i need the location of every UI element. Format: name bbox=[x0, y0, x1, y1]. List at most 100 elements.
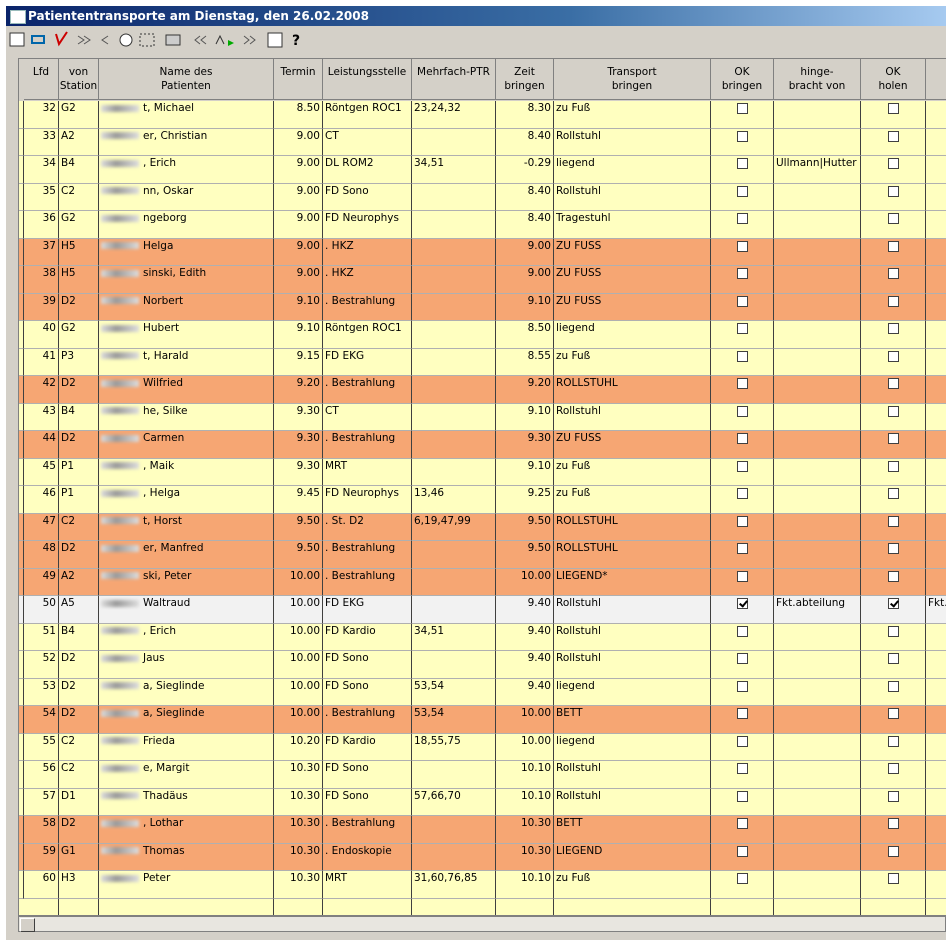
checkbox[interactable] bbox=[887, 185, 899, 197]
checkbox[interactable] bbox=[887, 158, 899, 169]
checkbox[interactable] bbox=[887, 763, 899, 774]
table-cell bbox=[774, 458, 861, 486]
checkbox[interactable] bbox=[736, 323, 748, 334]
table-cell: ROLLSTUHL bbox=[554, 541, 711, 569]
tool-help[interactable]: ? bbox=[292, 33, 300, 49]
checkbox[interactable] bbox=[887, 350, 899, 362]
tool-back[interactable] bbox=[101, 35, 109, 45]
tool-go[interactable] bbox=[228, 40, 234, 46]
checkbox[interactable] bbox=[736, 873, 748, 884]
checkbox[interactable] bbox=[887, 625, 899, 637]
checkbox[interactable] bbox=[887, 240, 899, 252]
checkbox[interactable] bbox=[887, 460, 899, 472]
table-cell bbox=[861, 898, 926, 915]
cell-text: CT bbox=[325, 129, 339, 142]
checkbox[interactable] bbox=[736, 295, 748, 307]
checkbox[interactable] bbox=[736, 378, 748, 389]
checkbox[interactable] bbox=[887, 653, 899, 664]
checkbox[interactable] bbox=[887, 515, 899, 527]
checkbox[interactable] bbox=[887, 213, 899, 224]
checkbox[interactable] bbox=[887, 680, 899, 692]
checkbox[interactable] bbox=[736, 763, 748, 774]
checkbox[interactable] bbox=[887, 405, 899, 417]
checkbox[interactable] bbox=[887, 598, 899, 609]
tool-grid[interactable] bbox=[267, 32, 283, 48]
cell-text: 10.10 bbox=[520, 872, 551, 884]
tool-refresh[interactable] bbox=[31, 35, 45, 44]
checkbox[interactable] bbox=[736, 460, 748, 472]
checkbox[interactable] bbox=[736, 818, 748, 829]
cell-text: P1 bbox=[61, 487, 75, 499]
tool-first[interactable] bbox=[194, 35, 207, 45]
table-cell bbox=[926, 156, 946, 184]
checkbox[interactable] bbox=[887, 570, 899, 582]
checkbox[interactable] bbox=[887, 708, 899, 719]
checkbox[interactable] bbox=[736, 158, 748, 169]
checkbox[interactable] bbox=[887, 433, 899, 444]
cell-text: 10.00 bbox=[520, 707, 551, 719]
checkbox[interactable] bbox=[736, 130, 748, 142]
table-cell: G2 bbox=[59, 101, 99, 129]
checkbox[interactable] bbox=[887, 103, 899, 114]
checkbox[interactable] bbox=[736, 653, 748, 664]
checkbox[interactable] bbox=[887, 378, 899, 389]
checkbox[interactable] bbox=[736, 185, 748, 197]
tool-print[interactable] bbox=[165, 34, 181, 46]
checkbox[interactable] bbox=[887, 818, 899, 829]
cell-text: 9.30 bbox=[296, 459, 320, 472]
checkbox[interactable] bbox=[736, 103, 748, 114]
checkbox[interactable] bbox=[887, 845, 899, 857]
table-cell: P3 bbox=[59, 348, 99, 376]
tool-table[interactable] bbox=[9, 32, 25, 47]
cell-text: 33 bbox=[42, 129, 56, 142]
checkbox[interactable] bbox=[887, 790, 899, 802]
checkbox[interactable] bbox=[736, 515, 748, 527]
horizontal-scrollbar[interactable] bbox=[18, 916, 946, 932]
cell-text: C2 bbox=[61, 734, 76, 747]
tool-last[interactable] bbox=[243, 35, 256, 45]
scroll-left[interactable] bbox=[20, 918, 35, 932]
checkbox[interactable] bbox=[736, 488, 748, 499]
table-cell bbox=[711, 376, 774, 404]
cell-text: 8.40 bbox=[527, 184, 551, 197]
tool-next[interactable] bbox=[77, 35, 91, 45]
table-cell bbox=[774, 788, 861, 816]
checkbox[interactable] bbox=[736, 570, 748, 582]
table-cell: Röntgen ROC1 bbox=[323, 101, 412, 129]
checkbox[interactable] bbox=[736, 213, 748, 224]
table-cell bbox=[774, 321, 861, 349]
checkbox[interactable] bbox=[736, 735, 748, 747]
checkbox[interactable] bbox=[736, 350, 748, 362]
checkbox[interactable] bbox=[887, 488, 899, 499]
checkbox[interactable] bbox=[736, 790, 748, 802]
checkbox[interactable] bbox=[736, 268, 748, 279]
row-gutter bbox=[19, 266, 24, 294]
table-row: 56 C2 e, Margit 10.30 FD Sono 10.10 Rollstuhl bbox=[19, 761, 946, 789]
checkbox[interactable] bbox=[887, 735, 899, 747]
checkbox[interactable] bbox=[736, 405, 748, 417]
table-cell bbox=[926, 651, 946, 679]
checkbox[interactable] bbox=[736, 240, 748, 252]
checkbox[interactable] bbox=[736, 433, 748, 444]
checkbox[interactable] bbox=[887, 873, 899, 884]
checkbox[interactable] bbox=[736, 845, 748, 857]
checkbox[interactable] bbox=[736, 625, 748, 637]
checkbox[interactable] bbox=[736, 543, 748, 554]
tool-sort[interactable] bbox=[215, 34, 225, 45]
checkbox[interactable] bbox=[887, 130, 899, 142]
checkbox[interactable] bbox=[887, 295, 899, 307]
cell-text: 9.00 bbox=[296, 184, 320, 197]
checkbox[interactable] bbox=[887, 323, 899, 334]
checkbox[interactable] bbox=[736, 708, 748, 719]
table-cell bbox=[926, 129, 946, 156]
checkbox[interactable] bbox=[736, 680, 748, 692]
row-gutter bbox=[19, 238, 24, 266]
checkbox[interactable] bbox=[736, 598, 748, 609]
tool-select[interactable] bbox=[139, 33, 155, 47]
tool-clock[interactable] bbox=[119, 33, 133, 47]
checkbox[interactable] bbox=[887, 268, 899, 279]
checkbox[interactable] bbox=[887, 543, 899, 554]
table-cell: . Bestrahlung bbox=[323, 541, 412, 569]
cell-text: 35 bbox=[42, 184, 56, 197]
tool-spell[interactable] bbox=[55, 31, 68, 47]
